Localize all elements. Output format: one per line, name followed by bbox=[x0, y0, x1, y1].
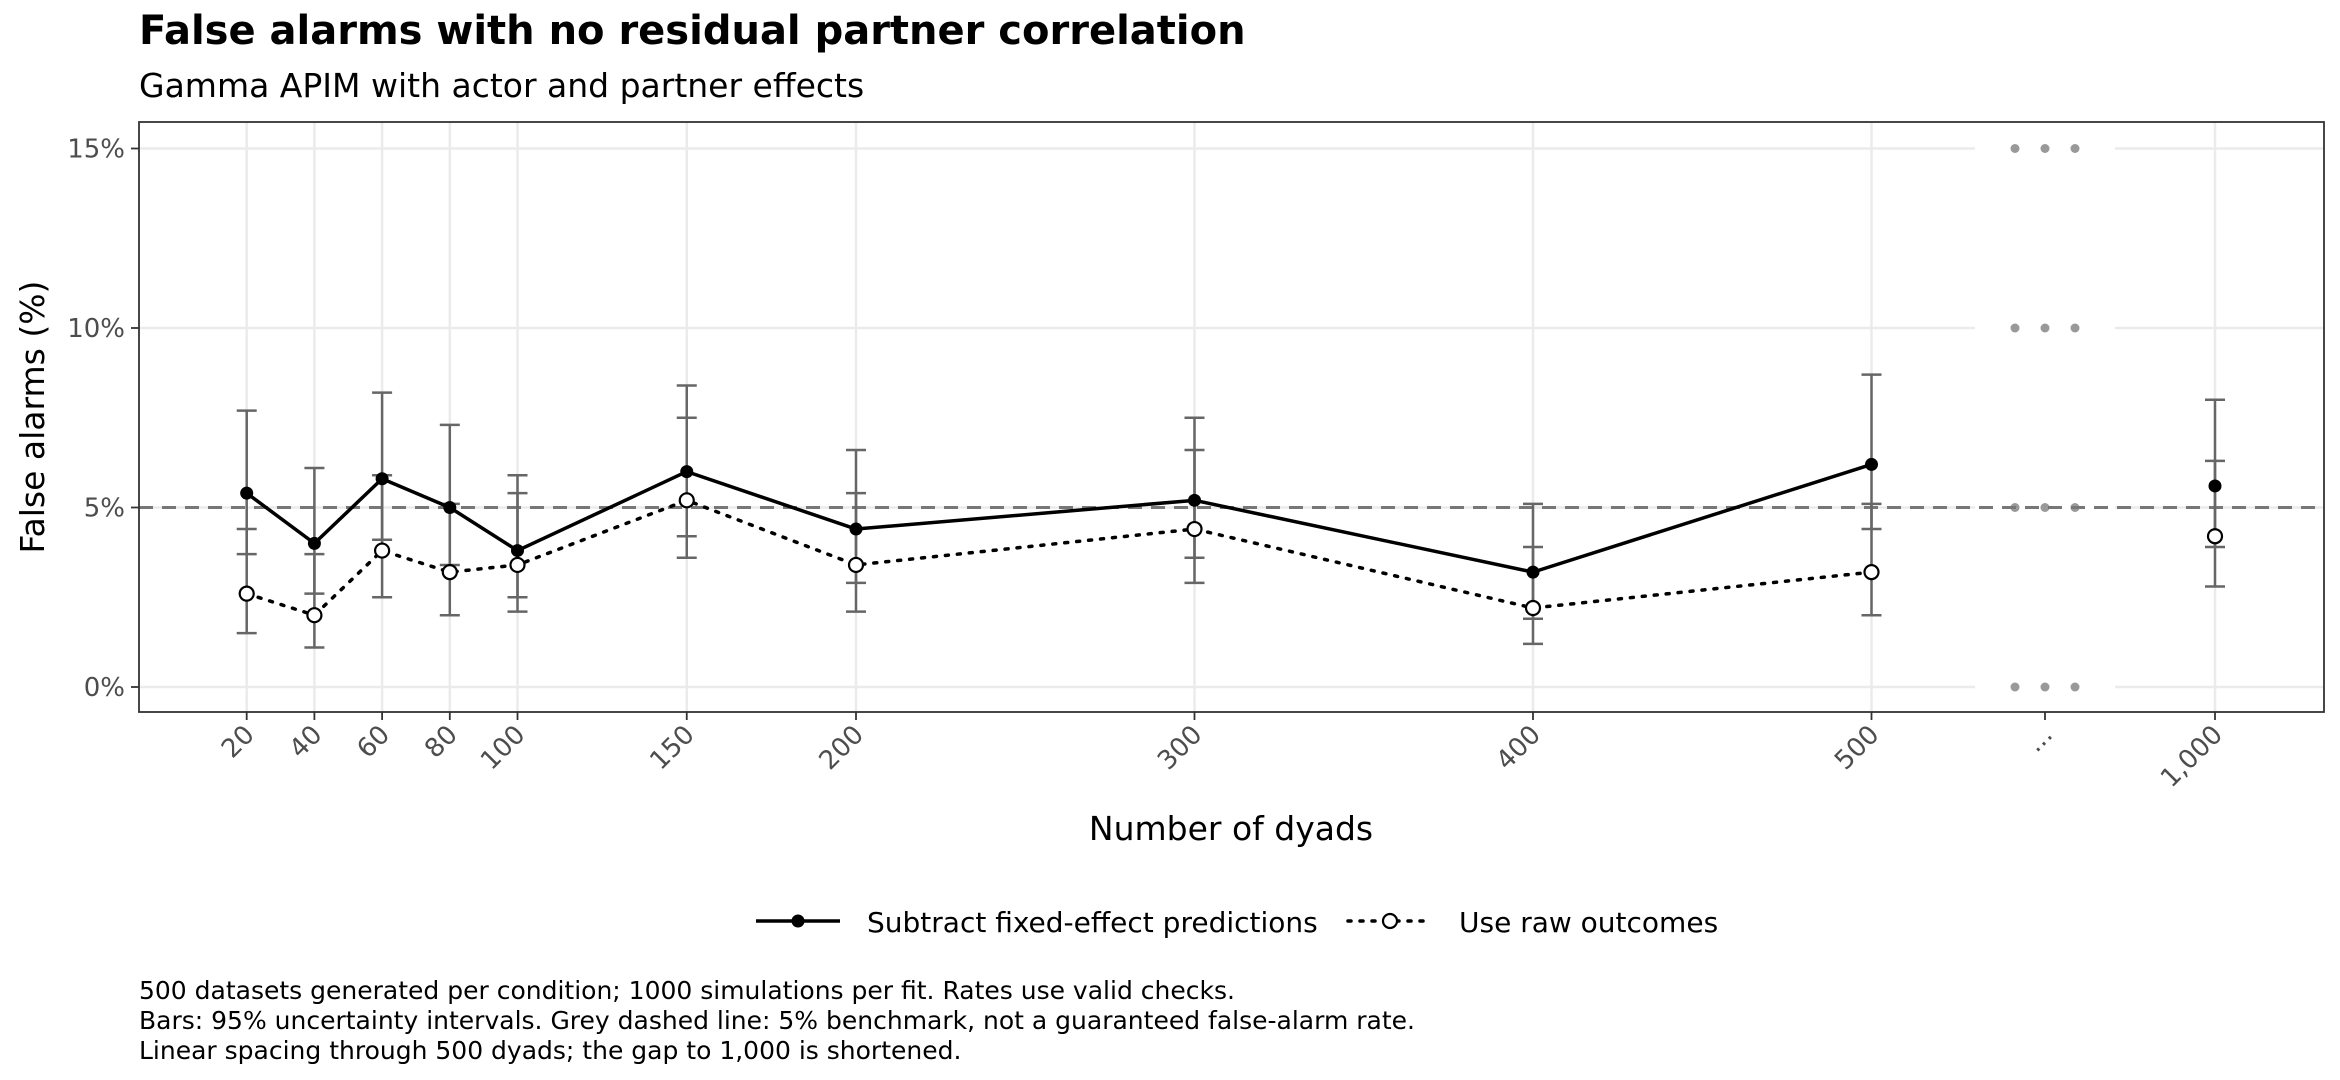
x-tick-label: 400 bbox=[1491, 720, 1547, 776]
legend-item-raw: Use raw outcomes bbox=[1346, 906, 1718, 939]
caption-line-1: 500 datasets generated per condition; 10… bbox=[139, 976, 1235, 1005]
caption: 500 datasets generated per condition; 10… bbox=[139, 976, 1415, 1065]
axis-break-dot bbox=[2040, 503, 2050, 512]
x-tick-label: 150 bbox=[644, 720, 700, 776]
caption-line-2: Bars: 95% uncertainty intervals. Grey da… bbox=[139, 1006, 1415, 1035]
data-point-subtract bbox=[375, 472, 389, 486]
x-tick-label: 20 bbox=[216, 720, 261, 765]
axis-break-dot bbox=[2010, 144, 2020, 153]
legend-key-filled-marker bbox=[791, 914, 805, 928]
plot-panel bbox=[138, 121, 2325, 713]
x-tick-label: 500 bbox=[1829, 720, 1885, 776]
data-point-subtract bbox=[240, 486, 254, 500]
y-tick-label: 15% bbox=[67, 135, 125, 165]
data-point-subtract bbox=[1865, 457, 1878, 471]
data-point-subtract bbox=[443, 501, 457, 514]
axis-break-dot bbox=[2070, 144, 2080, 153]
legend: Subtract fixed-effect predictions Use ra… bbox=[756, 906, 1718, 939]
axis-break-dot bbox=[2070, 682, 2080, 692]
data-point-raw bbox=[441, 564, 458, 581]
legend-item-subtract: Subtract fixed-effect predictions bbox=[756, 906, 1318, 939]
grid bbox=[139, 122, 2324, 712]
axis-break-dot bbox=[2070, 323, 2080, 333]
data-point-raw bbox=[238, 585, 255, 602]
data-point-subtract bbox=[680, 465, 694, 479]
y-tick-label: 5% bbox=[84, 494, 125, 524]
data-point-subtract bbox=[511, 544, 524, 558]
error-bars bbox=[236, 373, 2225, 649]
data-point-raw bbox=[1863, 564, 1880, 581]
data-point-raw bbox=[509, 556, 526, 574]
chart-title: False alarms with no residual partner co… bbox=[139, 8, 1246, 54]
data-point-raw bbox=[306, 607, 323, 624]
y-tick-label: 0% bbox=[84, 673, 125, 703]
data-point-subtract bbox=[1188, 493, 1201, 507]
x-tick-label: 40 bbox=[284, 720, 329, 765]
x-tick-label: 60 bbox=[351, 720, 396, 765]
data-point-subtract bbox=[1526, 565, 1540, 579]
x-tick-label: 200 bbox=[814, 720, 870, 776]
x-axis-label: Number of dyads bbox=[1089, 809, 1373, 848]
x-tick-label: 300 bbox=[1152, 720, 1208, 776]
data-point-raw bbox=[1524, 599, 1542, 617]
series-line-raw bbox=[244, 498, 1874, 617]
y-axis-label: False alarms (%) bbox=[13, 281, 52, 554]
x-tick-label: ... bbox=[2020, 720, 2059, 759]
data-point-raw bbox=[1186, 520, 1203, 538]
y-axis: 0% 5% 10% 15% bbox=[67, 135, 139, 703]
series bbox=[238, 457, 2224, 624]
data-point-subtract bbox=[307, 536, 321, 550]
y-tick-label: 10% bbox=[67, 314, 125, 344]
axis-break-dot bbox=[2040, 323, 2050, 333]
axis-break-dot bbox=[2010, 323, 2020, 333]
x-tick-label: 1,000 bbox=[2155, 720, 2229, 794]
caption-line-3: Linear spacing through 500 dyads; the ga… bbox=[139, 1036, 961, 1065]
axis-break-dot bbox=[2040, 144, 2050, 153]
data-point-raw bbox=[678, 492, 695, 509]
axis-break bbox=[2010, 144, 2080, 692]
series-line-subtract bbox=[245, 462, 1873, 574]
data-point-raw bbox=[2206, 528, 2224, 545]
chart-subtitle: Gamma APIM with actor and partner effect… bbox=[139, 66, 864, 105]
legend-label-raw: Use raw outcomes bbox=[1459, 906, 1718, 939]
x-axis: 20 40 60 80 100 150 200 300 400 500... 1,000 bbox=[216, 712, 2229, 794]
legend-key-open-marker bbox=[1381, 912, 1399, 930]
legend-label-subtract: Subtract fixed-effect predictions bbox=[867, 906, 1318, 939]
axis-break-dot bbox=[2040, 682, 2050, 692]
x-tick-label: 80 bbox=[419, 720, 464, 765]
x-tick-label: 100 bbox=[475, 720, 531, 776]
data-point-subtract bbox=[849, 522, 863, 536]
data-point-raw bbox=[847, 556, 865, 574]
data-point-subtract bbox=[2208, 479, 2222, 493]
axis-break-dot bbox=[2010, 682, 2020, 692]
data-point-raw bbox=[374, 542, 391, 559]
